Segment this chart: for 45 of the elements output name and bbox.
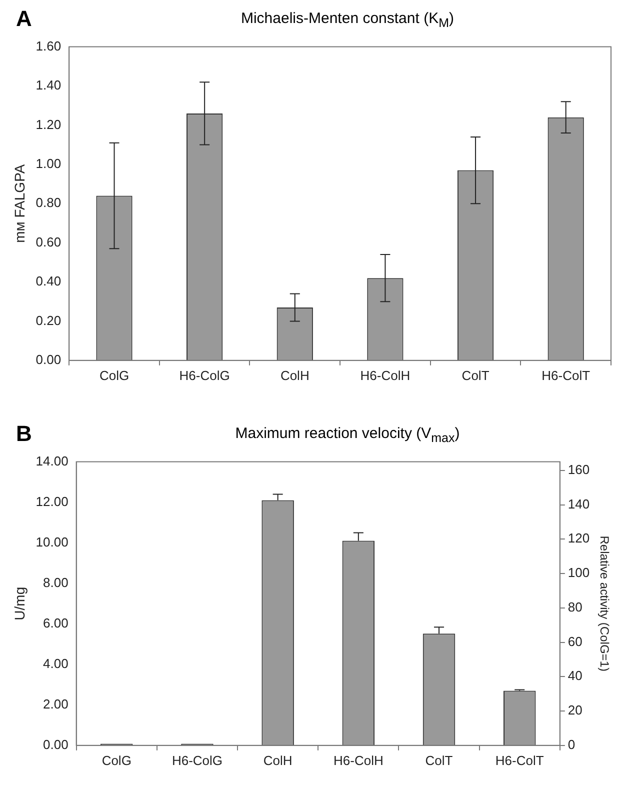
x-tick-label: H6-ColT bbox=[495, 752, 544, 768]
y2-tick-label: 140 bbox=[568, 496, 590, 512]
y2-tick-label: 120 bbox=[568, 530, 590, 546]
y-tick-label: 0.00 bbox=[43, 736, 68, 752]
x-tick-label: ColG bbox=[102, 752, 132, 768]
x-tick-label: H6-ColH bbox=[333, 752, 384, 768]
x-tick-label: ColH bbox=[280, 368, 310, 383]
y-tick-label: 4.00 bbox=[43, 656, 68, 671]
x-tick-label: ColH bbox=[263, 752, 292, 768]
x-tick-label: H6-ColG bbox=[179, 368, 230, 383]
y2-tick-label: 20 bbox=[568, 702, 582, 718]
y2-tick-label: 160 bbox=[568, 462, 590, 477]
y-axis-title: U/mg bbox=[11, 586, 28, 620]
y-tick-label: 0.00 bbox=[36, 352, 62, 367]
text: A bbox=[16, 6, 32, 32]
y-tick-label: 8.00 bbox=[43, 574, 68, 590]
x-tick-label: ColT bbox=[462, 368, 490, 383]
y2-tick-label: 0 bbox=[568, 736, 576, 752]
x-tick-label: ColG bbox=[99, 368, 130, 383]
y-tick-label: 0.40 bbox=[36, 274, 62, 289]
y-tick-label: 14.00 bbox=[36, 453, 68, 468]
y-tick-label: 12.00 bbox=[36, 494, 68, 509]
x-tick-label: H6-ColH bbox=[360, 368, 410, 383]
y-tick-label: 1.20 bbox=[36, 116, 62, 132]
y-tick-label: 2.00 bbox=[43, 696, 68, 712]
y2-tick-label: 100 bbox=[568, 565, 590, 580]
y2-tick-label: 60 bbox=[568, 634, 582, 649]
chart-title: Maximum reaction velocity (V$_{max}$) bbox=[234, 425, 461, 445]
y2-tick-label: 40 bbox=[568, 668, 582, 684]
y-tick-label: 6.00 bbox=[43, 615, 68, 630]
y-axis-title: mᴍ FALGPA bbox=[11, 164, 28, 243]
y2-tick-label: 80 bbox=[568, 599, 582, 614]
y-tick-label: 0.80 bbox=[36, 195, 62, 210]
x-tick-label: ColT bbox=[425, 752, 453, 768]
text: B bbox=[16, 421, 32, 447]
x-tick-label: H6-ColG bbox=[172, 752, 223, 768]
y-tick-label: 0.60 bbox=[36, 234, 62, 250]
x-tick-label: H6-ColT bbox=[542, 368, 590, 383]
chart-title: Michaelis-Menten constant (K$_{M}$) bbox=[240, 10, 455, 30]
y-tick-label: 1.00 bbox=[36, 156, 62, 171]
y-tick-label: 10.00 bbox=[36, 534, 68, 550]
y-tick-label: 1.60 bbox=[36, 38, 62, 54]
y-tick-label: 1.40 bbox=[36, 78, 62, 93]
y2-axis-title: Relative activity (ColG=1) bbox=[597, 536, 612, 672]
y-tick-label: 0.20 bbox=[36, 312, 62, 328]
